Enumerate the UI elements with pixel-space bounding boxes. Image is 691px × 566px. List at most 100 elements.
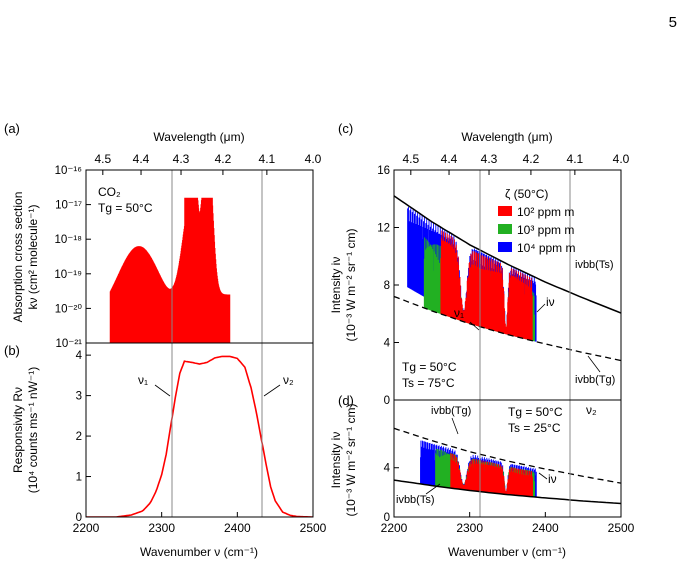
legend-title: ζ (50°C) [505,187,548,201]
y-tick-label: 1 [76,472,82,484]
y-axis-label-a-1: Absorption cross section [11,192,25,323]
y-tick-label: 4 [384,463,391,475]
top-tick-label: 4.0 [305,152,322,166]
intensity-band-3 [440,230,533,341]
y-axis-label-d-2: (10⁻³ W m⁻² sr⁻¹ cm) [344,404,358,517]
y-axis-ticks-c: 16 12 8 4 0 [377,165,399,407]
curve-label-ivbb-tg-c: ivbb(Tg) [575,374,615,386]
leader-v1-c [469,321,480,331]
panel-label-d: (d) [338,393,354,408]
top-axis-label-a: Wavelength (μm) [153,130,244,144]
legend-swatch-2 [498,224,512,234]
leader-signal-c [536,303,546,313]
y-axis-ticks-b: 0 1 2 3 4 [76,350,91,524]
ivbb-ts-curve-d [394,479,621,505]
y-tick-label: 10⁻¹⁶ [55,165,83,177]
x-tick-label: 2400 [224,521,251,535]
plot-frame-b [85,342,314,518]
x-axis-label-d: Wavenumber ν (cm⁻¹) [448,545,566,559]
top-tick-label: 4.3 [173,152,190,166]
y-tick-label: 4 [384,338,391,350]
top-tick-label: 4.4 [441,152,458,166]
label-v1-b: ν₁ [138,373,148,387]
page-number: 5 [668,14,677,31]
y-tick-label: 16 [377,165,390,177]
y-tick-label: 4 [76,350,83,362]
y-axis-label-a-2: kν (cm² molecule⁻¹) [26,204,40,309]
x-tick-label: 2300 [456,521,483,535]
top-axis-ticks-c: 4.5 4.4 4.3 4.2 4.1 4.0 [402,152,630,175]
curve-label-ivbb-ts-d: ivbb(Ts) [396,494,435,506]
legend: 10² ppm m 10³ ppm m 10⁴ ppm m [498,205,576,255]
x-tick-label: 2500 [300,521,327,535]
leader-ivbb-ts-d [425,483,441,495]
y-tick-label: 10⁻¹⁷ [55,200,82,212]
y-axis-label-b-2: (10⁴ counts ms⁻¹ nW⁻¹) [26,367,40,494]
y-axis-label-d-1: Intensity iν [329,432,343,489]
x-tick-label: 2300 [148,521,175,535]
y-axis-ticks-a: 10⁻¹⁶ 10⁻¹⁷ 10⁻¹⁸ 10⁻¹⁹ 10⁻²⁰ 10⁻²¹ [54,165,91,350]
legend-swatch-1 [498,206,512,216]
x-tick-label: 2200 [73,521,100,535]
top-tick-label: 4.0 [613,152,630,166]
curve-label-ivbb-tg-d: ivbb(Tg) [431,405,471,417]
leader-ivbb-tg-c [587,355,601,373]
panel-label-a: (a) [4,121,20,136]
top-tick-label: 4.1 [567,152,584,166]
top-axis-label-c: Wavelength (μm) [461,130,552,144]
y-axis-label-c-1: Intensity iν [329,257,343,314]
panel-b: ν₁ ν₂ 0 1 2 3 4 2200 2300 2400 2500 Wavenumber … [11,342,327,559]
panel-c: 16 12 8 4 0 ζ (50°C) 10² ppm m 10³ ppm m 10⁴… [329,165,622,407]
label-v2-b: ν₂ [283,373,294,387]
leader-v2-b [263,384,281,397]
x-axis-ticks-d: 2200 2300 2400 2500 [381,512,635,535]
absorption-spectrum [109,197,231,343]
top-tick-label: 4.2 [523,152,540,166]
x-tick-label: 2500 [608,521,635,535]
curve-label-signal-d: iν [548,472,557,486]
intensity-band-d-3 [450,453,533,497]
annotation-ts-c: Ts = 75°C [402,376,455,390]
top-tick-label: 4.4 [133,152,150,166]
annotation-tg-d: Tg = 50°C [508,405,563,419]
leader-v1-b [154,384,171,397]
annotation-ts-d: Ts = 25°C [508,421,561,435]
top-tick-label: 4.1 [259,152,276,166]
y-tick-label: 3 [76,391,82,403]
x-tick-label: 2200 [381,521,408,535]
x-axis-ticks-b: 2200 2300 2400 2500 [73,512,327,535]
annotation-tg-a: Tg = 50°C [98,201,153,215]
y-tick-label: 10⁻¹⁸ [54,234,82,246]
top-tick-label: 4.5 [94,152,111,166]
top-tick-label: 4.5 [402,152,419,166]
y-axis-label-b-1: Responsivity Rν [11,387,25,473]
y-tick-label: 0 [384,395,390,407]
x-tick-label: 2400 [532,521,559,535]
ivbb-tg-curve-d [394,427,621,484]
y-tick-label: 10⁻²⁰ [55,303,83,315]
y-axis-label-c-2: (10⁻³ W m⁻² sr⁻¹ cm) [344,229,358,342]
y-axis-ticks-d: 04 [384,463,399,524]
responsivity-line [86,355,313,517]
ivbb-ts-curve-c [394,195,621,314]
legend-label-1: 10² ppm m [517,205,574,219]
curve-label-signal-c: iν [546,295,555,309]
legend-label-2: 10³ ppm m [517,223,574,237]
annotation-gas: CO₂ [98,185,121,199]
legend-swatch-3 [498,242,512,252]
annotation-tg-c: Tg = 50°C [402,360,457,374]
y-tick-label: 12 [377,223,390,235]
label-v2-d: ν₂ [586,403,597,417]
y-tick-label: 0 [384,512,390,524]
panel-label-b: (b) [4,343,20,358]
y-tick-label: 2 [76,431,82,443]
responsivity-curve [86,355,313,517]
ivbb-tg-curve-c [394,295,621,362]
plot-frame-d [393,399,622,518]
y-tick-label: 8 [384,280,390,292]
x-axis-label-b: Wavenumber ν (cm⁻¹) [140,545,258,559]
top-tick-label: 4.2 [215,152,232,166]
leader-signal-d [538,472,548,480]
curve-label-ivbb-ts-c: ivbb(Ts) [575,259,614,271]
